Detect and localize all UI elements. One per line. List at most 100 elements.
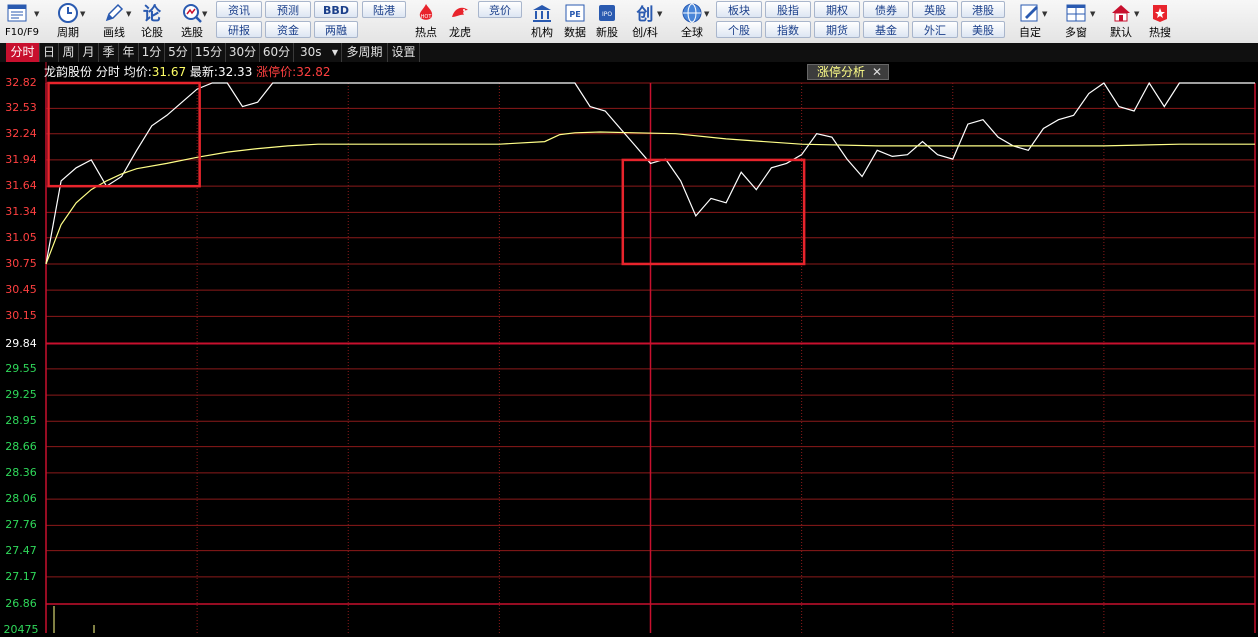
f10-button[interactable]: ▼ F10/F9 xyxy=(2,0,42,43)
index-button[interactable]: 指数 xyxy=(765,21,811,38)
global-label: 全球 xyxy=(681,26,703,39)
tab-1min[interactable]: 1分 xyxy=(139,43,165,62)
tab-quarter[interactable]: 季 xyxy=(99,43,119,62)
chuang-icon-text: 创 xyxy=(636,4,654,24)
tab-15min[interactable]: 15分 xyxy=(192,43,226,62)
draw-line-button[interactable]: ▼ 画线 xyxy=(94,0,134,43)
auction-button[interactable]: 竞价 xyxy=(478,1,522,18)
pencil-icon xyxy=(105,3,124,22)
fund-flow-button[interactable]: 资金 xyxy=(265,21,311,38)
hk-stock-button[interactable]: 港股 xyxy=(961,1,1005,18)
volume-tick-label: 20475 xyxy=(3,623,39,636)
tab-60min[interactable]: 60分 xyxy=(260,43,294,62)
price-tick-label: 29.55 xyxy=(5,361,37,375)
news-button[interactable]: 资讯 xyxy=(216,1,262,18)
forex-button[interactable]: 外汇 xyxy=(912,21,958,38)
chevron-down-icon[interactable]: ▼ xyxy=(1090,10,1096,18)
chevron-down-icon[interactable]: ▼ xyxy=(202,10,208,18)
price-tick-label: 31.34 xyxy=(5,205,37,219)
tab-settings[interactable]: 设置 xyxy=(388,43,420,62)
stock-name: 龙韵股份 xyxy=(44,65,93,79)
fire-icon: HOT xyxy=(419,4,433,20)
chevron-down-icon[interactable]: ▼ xyxy=(80,10,86,18)
dragon-tiger-button[interactable]: 龙虎 xyxy=(444,0,476,43)
price-tick-label: 30.45 xyxy=(5,283,37,297)
highlight-box xyxy=(47,81,201,188)
hk-connect-button[interactable]: 陆港 xyxy=(362,1,406,18)
comment-icon: 论 xyxy=(143,3,162,24)
default-label: 默认 xyxy=(1110,26,1132,39)
price-tick-label: 30.15 xyxy=(5,309,37,323)
latest-price-label: 最新: xyxy=(189,65,218,79)
institution-button[interactable]: 机构 xyxy=(526,0,558,43)
tab-30min[interactable]: 30分 xyxy=(226,43,260,62)
tab-week[interactable]: 周 xyxy=(59,43,79,62)
price-tick-label: 28.06 xyxy=(5,492,37,506)
tab-year[interactable]: 年 xyxy=(119,43,139,62)
chevron-down-icon[interactable]: ▼ xyxy=(34,10,40,18)
hot-button[interactable]: HOT 热点 xyxy=(410,0,442,43)
research-button[interactable]: 研报 xyxy=(216,21,262,38)
multi-window-button[interactable]: ▼ 多窗 xyxy=(1054,0,1098,43)
new-stock-label: 新股 xyxy=(596,26,618,39)
institution-label: 机构 xyxy=(531,26,553,39)
index-option-button[interactable]: 股指 xyxy=(765,1,811,18)
tab-30s-label: 30s xyxy=(300,45,322,59)
close-icon[interactable]: ✕ xyxy=(871,65,882,79)
single-stock-button[interactable]: 个股 xyxy=(716,21,762,38)
us-stock-button[interactable]: 美股 xyxy=(961,21,1005,38)
tab-multi-period[interactable]: 多周期 xyxy=(342,43,388,62)
futures-button[interactable]: 期货 xyxy=(814,21,860,38)
custom-label: 自定 xyxy=(1019,26,1041,39)
chart-mode: 分时 xyxy=(95,65,120,79)
ipo-icon: IPO xyxy=(599,5,615,21)
chevron-down-icon[interactable]: ▼ xyxy=(657,10,663,18)
limit-up-analysis-tab[interactable]: 涨停分析 ✕ xyxy=(807,64,889,80)
avg-price-label: 均价: xyxy=(123,65,152,79)
avg-price-value: 31.67 xyxy=(151,65,187,79)
f10-icon xyxy=(7,4,27,22)
search-chart-icon xyxy=(183,4,202,23)
options-button[interactable]: 期权 xyxy=(814,1,860,18)
fund-market-button[interactable]: 基金 xyxy=(863,21,909,38)
tab-30s-dropdown[interactable]: 30s ▼ xyxy=(294,43,342,62)
tab-day[interactable]: 日 xyxy=(40,43,59,62)
price-tick-label: 28.95 xyxy=(5,414,37,428)
hot-search-icon xyxy=(1153,5,1167,22)
new-stock-button[interactable]: IPO 新股 xyxy=(592,0,622,43)
bond-button[interactable]: 债券 xyxy=(863,1,909,18)
chevron-down-icon[interactable]: ▼ xyxy=(126,10,132,18)
tab-month[interactable]: 月 xyxy=(79,43,99,62)
svg-text:论: 论 xyxy=(143,3,162,24)
chuangke-button[interactable]: 创 ▼ 创/科 xyxy=(624,0,666,43)
price-tick-label: 31.05 xyxy=(5,230,37,244)
period-button[interactable]: ▼ 周期 xyxy=(48,0,88,43)
forecast-button[interactable]: 预测 xyxy=(265,1,311,18)
price-tick-label: 32.24 xyxy=(5,126,37,140)
hot-search-button[interactable]: 热搜 xyxy=(1144,0,1176,43)
tab-intraday[interactable]: 分时 xyxy=(6,43,40,62)
global-button[interactable]: ▼ 全球 xyxy=(672,0,712,43)
window-grid-icon xyxy=(1066,4,1086,22)
pick-stock-button[interactable]: ▼ 选股 xyxy=(172,0,212,43)
chevron-down-icon[interactable]: ▼ xyxy=(704,10,710,18)
chevron-down-icon[interactable]: ▼ xyxy=(1042,10,1048,18)
chuangke-label: 创/科 xyxy=(632,26,658,39)
hot-icon-text: HOT xyxy=(421,14,433,20)
custom-button[interactable]: ▼ 自定 xyxy=(1010,0,1050,43)
price-tick-label: 27.76 xyxy=(5,518,37,532)
chevron-down-icon[interactable]: ▼ xyxy=(1134,10,1140,18)
sector-button[interactable]: 板块 xyxy=(716,1,762,18)
chevron-down-icon: ▼ xyxy=(331,48,338,57)
price-tick-label: 26.86 xyxy=(5,597,37,610)
uk-stock-button[interactable]: 英股 xyxy=(912,1,958,18)
bbd-button[interactable]: BBD xyxy=(314,1,358,18)
data-button[interactable]: PE 数据 xyxy=(560,0,590,43)
default-button[interactable]: ▼ 默认 xyxy=(1100,0,1142,43)
highlight-box xyxy=(621,158,806,266)
margin-button[interactable]: 两融 xyxy=(314,21,358,38)
price-tick-label: 27.47 xyxy=(5,543,37,557)
comment-stock-button[interactable]: 论 论股 xyxy=(136,0,168,43)
tab-5min[interactable]: 5分 xyxy=(165,43,192,62)
